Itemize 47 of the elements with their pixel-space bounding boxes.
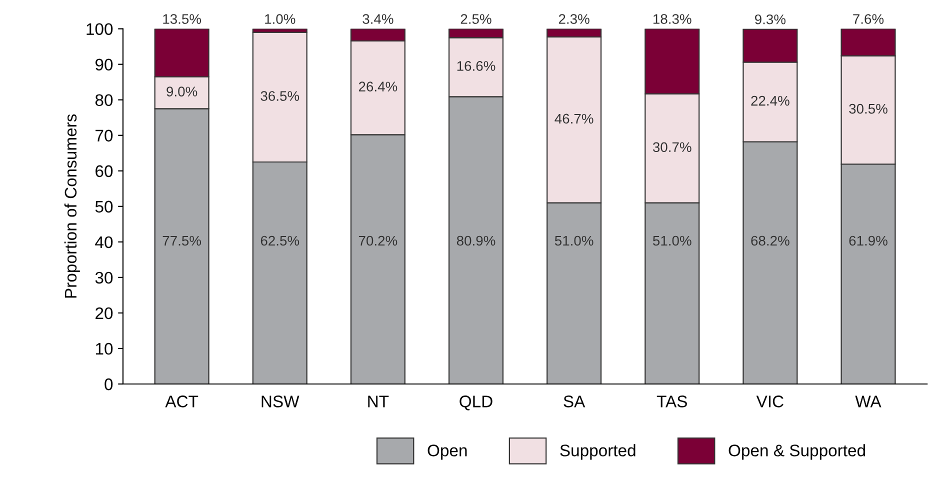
x-tick-label: NT: [368, 396, 389, 408]
x-tick-label: VIC: [756, 396, 784, 408]
data-label: 68.2%: [751, 236, 790, 246]
y-tick-label: 10: [96, 342, 113, 355]
y-tick-label: 30: [95, 272, 113, 284]
data-label: 22.4%: [751, 96, 790, 106]
x-tick-label: SA: [564, 396, 586, 408]
data-label: 2.3%: [558, 14, 590, 24]
y-tick-label: 80: [95, 94, 113, 106]
data-label: 80.9%: [456, 236, 496, 246]
legend-label: Open: [428, 444, 467, 460]
legend-label: Supported: [560, 444, 636, 460]
data-label: 18.3%: [653, 14, 692, 24]
data-label: 46.7%: [554, 114, 594, 124]
data-label: 30.5%: [849, 104, 888, 114]
y-tick-label: 60: [96, 165, 113, 178]
data-label: 70.2%: [358, 236, 398, 246]
x-tick-label: WA: [855, 396, 882, 408]
y-axis-title: Proportion of Consumers: [64, 114, 80, 298]
y-tick-label: 40: [95, 236, 113, 248]
data-label: 36.5%: [260, 91, 300, 101]
y-tick-label: 90: [96, 58, 113, 71]
y-tick-label: 100: [86, 23, 113, 36]
data-label: 7.6%: [853, 14, 884, 24]
legend-label: Open & Supported: [728, 444, 865, 460]
data-label: 62.5%: [260, 236, 300, 246]
data-label: 51.0%: [554, 236, 594, 246]
data-label: 61.9%: [849, 236, 888, 246]
data-label: 9.0%: [166, 86, 198, 96]
x-tick-label: ACT: [165, 396, 198, 408]
x-tick-label: TAS: [656, 396, 687, 408]
y-tick-label: 20: [96, 307, 113, 320]
data-label: 13.5%: [163, 14, 202, 24]
data-label: 77.5%: [162, 236, 202, 246]
y-tick-label: 50: [95, 200, 113, 213]
data-label: 30.7%: [652, 142, 692, 152]
x-tick-label: QLD: [460, 396, 492, 410]
data-label: 51.0%: [652, 236, 692, 246]
data-label: 1.0%: [265, 14, 296, 24]
data-label: 2.5%: [460, 14, 492, 24]
data-label: 16.6%: [457, 61, 496, 71]
x-tick-label: NSW: [262, 396, 300, 408]
y-tick-label: 70: [96, 130, 113, 142]
data-label: 9.3%: [755, 14, 786, 24]
data-label: 26.4%: [358, 82, 398, 92]
data-label: 3.4%: [362, 14, 394, 24]
y-tick-label: 0: [104, 378, 113, 390]
